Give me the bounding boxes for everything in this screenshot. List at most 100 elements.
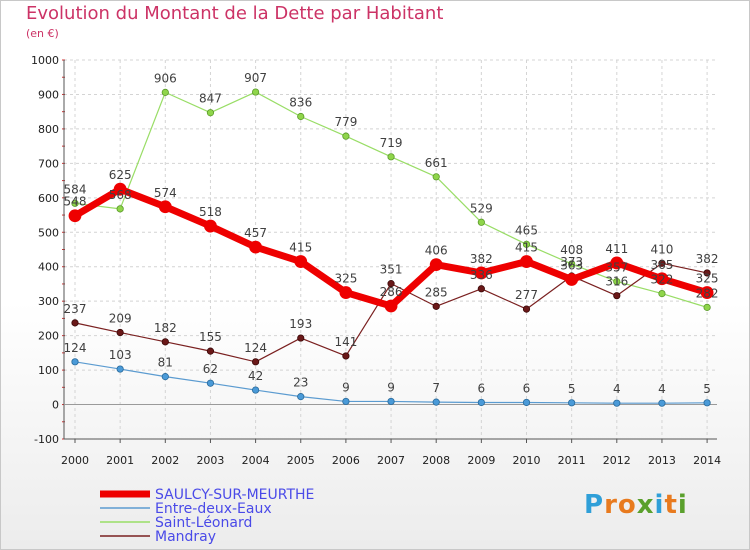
data-label: 382 [696, 252, 719, 266]
data-label: 336 [470, 268, 493, 282]
x-tick-label: 2013 [648, 454, 676, 467]
proxiti-logo: Proxiti [584, 490, 688, 520]
data-point [297, 334, 305, 342]
data-point [565, 273, 579, 286]
data-label: 4 [658, 382, 666, 396]
y-tick-label: 200 [38, 330, 59, 343]
y-tick-label: 900 [38, 88, 59, 101]
data-point [116, 205, 124, 213]
data-point [477, 285, 485, 293]
data-label: 277 [515, 288, 538, 302]
y-tick-label: 400 [38, 261, 59, 274]
data-label: 529 [470, 201, 493, 215]
data-label: 182 [154, 321, 177, 335]
data-label: 907 [244, 71, 267, 85]
data-label: 351 [380, 263, 403, 277]
data-label: 847 [199, 92, 222, 106]
y-tick-label: 100 [38, 364, 59, 377]
data-label: 209 [109, 312, 132, 326]
data-point [206, 109, 215, 117]
data-label: 316 [605, 275, 628, 289]
data-point [71, 319, 79, 327]
data-point [116, 365, 124, 373]
data-point [703, 269, 711, 277]
data-label: 322 [650, 273, 673, 287]
x-tick-label: 2007 [377, 454, 405, 467]
data-point [387, 397, 395, 406]
data-label: 141 [334, 335, 357, 349]
axes: -100 0 100 200 300 400 500 600 700 800 900 1000 2000… [31, 54, 721, 467]
data-point [568, 260, 576, 268]
data-point [432, 398, 440, 406]
data-point [339, 286, 353, 299]
logo-letter: i [654, 490, 665, 520]
data-point [158, 200, 172, 214]
y-tick-label: 800 [38, 123, 59, 136]
data-point [71, 199, 79, 207]
data-point [71, 358, 79, 366]
data-point [522, 240, 531, 248]
data-point [161, 373, 169, 381]
data-point [249, 240, 263, 254]
legend-label: SAULCY-SUR-MEURTHE [155, 487, 314, 503]
data-label: 779 [334, 115, 357, 129]
data-label: 363 [560, 258, 583, 272]
data-point [252, 386, 260, 394]
data-label: 325 [334, 272, 357, 286]
x-tick-label: 2002 [151, 454, 179, 467]
data-point [342, 132, 350, 140]
data-label: 23 [293, 376, 308, 390]
data-label: 325 [696, 272, 719, 286]
logo-letter: o [617, 490, 637, 520]
chart-title: Evolution du Montant de la Dette par Hab… [26, 3, 444, 24]
logo-letter: r [604, 490, 618, 520]
data-label: 548 [64, 195, 87, 209]
logo-letter: P [584, 490, 605, 520]
data-point [294, 255, 308, 268]
data-point [522, 398, 531, 407]
data-point [252, 88, 260, 96]
data-label: 373 [560, 255, 583, 269]
data-point [116, 328, 124, 337]
data-label: 719 [380, 136, 403, 150]
x-tick-label: 2014 [693, 454, 721, 467]
legend-label: Entre-deux-Eaux [155, 501, 272, 517]
data-point [297, 112, 305, 121]
x-tick-label: 2008 [422, 454, 450, 467]
data-point [613, 292, 621, 300]
data-label: 457 [244, 226, 267, 240]
data-label: 6 [523, 381, 531, 395]
data-point [68, 209, 82, 223]
data-label: 286 [380, 285, 403, 299]
series-3 [71, 259, 711, 366]
data-point [522, 305, 531, 313]
x-tick-label: 2005 [287, 454, 315, 467]
legend-label: Mandray [155, 529, 216, 545]
unit-label: (en €) [26, 27, 59, 40]
logo-letter: i [677, 490, 688, 520]
data-point [342, 397, 350, 406]
data-point [432, 173, 440, 181]
data-point [297, 393, 305, 401]
data-point [613, 399, 621, 407]
data-label: 155 [199, 330, 222, 344]
y-tick-label: 0 [52, 399, 59, 412]
x-tick-label: 2012 [603, 454, 631, 467]
data-label: 365 [650, 258, 673, 272]
legend-label: Saint-Léonard [155, 515, 252, 531]
data-label: 7 [432, 381, 440, 395]
legend: SAULCY-SUR-MEURTHEEntre-deux-EauxSaint-L… [100, 487, 314, 545]
x-tick-label: 2000 [61, 454, 89, 467]
x-tick-label: 2001 [106, 454, 134, 467]
data-label: 124 [64, 341, 87, 355]
data-point [384, 299, 398, 313]
data-point [342, 352, 350, 360]
x-tick-label: 2004 [242, 454, 270, 467]
data-label: 237 [64, 302, 87, 316]
data-label: 415 [289, 241, 312, 255]
data-label: 9 [342, 380, 350, 394]
data-point [477, 398, 485, 407]
data-label: 124 [244, 341, 267, 355]
data-label: 42 [248, 369, 263, 383]
